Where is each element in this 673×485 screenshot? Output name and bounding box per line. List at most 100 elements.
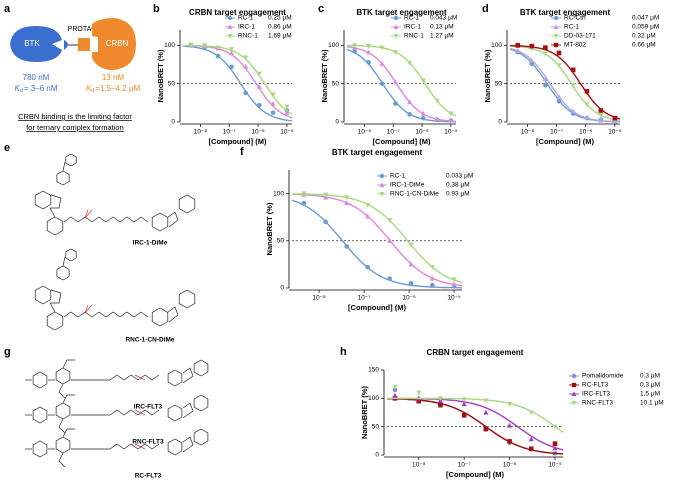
marker <box>461 401 467 407</box>
legend-label: IRC-1 <box>404 24 421 31</box>
legend-label: IRC-1 <box>238 24 255 31</box>
legend-value: 0.86 μM <box>268 24 292 31</box>
structure-bond <box>55 402 71 420</box>
structure-bond <box>84 209 93 219</box>
marker <box>570 67 576 73</box>
x-tick-label: 10⁻⁸ <box>194 129 208 136</box>
fit-curve <box>347 44 457 117</box>
panel-label: d <box>482 3 489 15</box>
marker <box>344 244 349 249</box>
marker <box>507 401 513 407</box>
marker <box>556 99 562 104</box>
x-tick-label: 10⁻⁸ <box>358 129 372 136</box>
legend-value: 0.66 μM <box>632 42 656 49</box>
marker <box>270 110 276 116</box>
panel-label: e <box>4 142 10 154</box>
kd-subscript: d <box>20 88 23 94</box>
x-tick-label: 10⁻⁵ <box>608 129 622 136</box>
x-axis-label: [Compound] (M) <box>209 137 267 146</box>
marker <box>270 100 276 106</box>
marker <box>408 261 414 267</box>
marker <box>483 398 489 404</box>
legend-value: 0.38 μM <box>446 182 470 189</box>
marker <box>438 402 443 408</box>
marker <box>598 113 604 118</box>
marker <box>420 78 426 84</box>
ligase-affinity: 13 nM <box>102 73 125 82</box>
legend-label: RC-1 <box>390 173 406 180</box>
chart-title: BTK target engagement <box>332 148 423 157</box>
marker <box>228 47 235 52</box>
structure-bond <box>56 265 70 281</box>
x-axis-label: [Compound] (M) <box>536 137 594 146</box>
marker <box>392 79 399 85</box>
conclusion: for ternary complex formation <box>26 123 124 132</box>
x-tick-label: 10⁻⁶ <box>402 295 416 302</box>
y-axis-label: NanoBRET (%) <box>265 202 274 255</box>
structure-bond <box>109 409 160 416</box>
fit-curve <box>183 44 293 119</box>
marker <box>188 42 194 48</box>
legend-value: 0.043 μM <box>430 15 457 22</box>
structure-bond <box>182 436 194 453</box>
marker <box>584 102 590 108</box>
marker <box>229 64 234 70</box>
legend-label: RNC-1 <box>404 33 424 40</box>
conclusion: CRBN binding is the limiting factor <box>18 112 132 121</box>
structure-bond <box>84 304 93 314</box>
structure-bond <box>58 359 75 399</box>
x-axis-label: [Compound] (M) <box>446 470 504 479</box>
marker <box>408 242 414 248</box>
structure-bond <box>46 216 64 236</box>
x-tick-label: 10⁻⁸ <box>521 129 535 136</box>
marker <box>542 51 548 57</box>
compound-name: IRC-1-DiMe <box>133 240 168 247</box>
legend-value: 0.3 μM <box>640 373 660 380</box>
marker <box>437 396 443 402</box>
x-tick-label: 10⁻⁸ <box>312 295 326 302</box>
marker <box>407 60 413 66</box>
structure-bond <box>91 311 149 318</box>
legend-value: 0.3 μM <box>640 382 660 389</box>
marker <box>365 264 370 270</box>
ligase-label: CRBN <box>106 39 129 48</box>
structure-bond <box>62 256 66 267</box>
legend-value: 0.033 μM <box>446 173 473 180</box>
marker <box>434 116 440 122</box>
marker <box>366 49 372 55</box>
marker <box>416 390 422 396</box>
structure-bond <box>134 409 146 416</box>
marker <box>552 445 558 451</box>
structure-bond <box>50 194 62 209</box>
x-axis-label: [Compound] (M) <box>348 303 406 312</box>
legend-value: 0.93 μM <box>446 191 470 198</box>
legend-label: RC-Ctrl <box>564 15 586 22</box>
y-tick-label: 100 <box>368 395 379 402</box>
panel-label: a <box>4 3 11 15</box>
marker <box>270 92 276 98</box>
panel-label: f <box>240 146 244 158</box>
target-kd: Kd= 3–6 nM <box>15 84 58 94</box>
fit-curve <box>182 44 293 115</box>
x-tick-label: 10⁻⁷ <box>550 129 564 136</box>
marker <box>215 45 221 51</box>
fit-curve <box>292 193 463 284</box>
marker <box>570 108 576 114</box>
x-tick-label: 10⁻⁷ <box>387 129 401 136</box>
marker <box>243 64 249 69</box>
marker <box>429 265 435 270</box>
fit-curve <box>387 397 564 433</box>
kd-range: =1.5–4.2 μM <box>95 84 140 93</box>
marker <box>461 413 467 418</box>
y-tick-label: 0 <box>375 452 379 459</box>
chart-title: CRBN target engagement <box>427 348 524 357</box>
structure-bond <box>50 289 62 304</box>
marker <box>483 426 489 432</box>
marker <box>528 410 534 416</box>
y-tick-label: 50 <box>277 238 285 245</box>
legend-label: RC-1 <box>404 15 420 22</box>
marker <box>392 50 399 55</box>
marker <box>215 53 221 59</box>
marker <box>352 49 357 54</box>
